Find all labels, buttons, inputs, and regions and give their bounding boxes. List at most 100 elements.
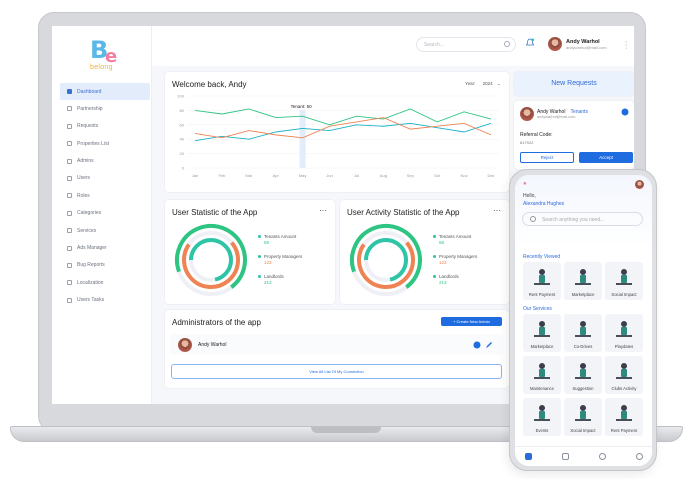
referral-value: 817922 <box>520 140 534 145</box>
chat-icon[interactable] <box>621 108 629 116</box>
service-tile[interactable]: Suggestion <box>564 356 602 394</box>
phone-header: ● Hello, Alexandra Hughes Search anythin… <box>515 175 652 247</box>
user-email: andywarhol@mail.com <box>566 44 607 50</box>
user-statistic-card: User Statistic of the App ··· Tenants Am… <box>165 200 335 304</box>
service-label: Co-Drives <box>573 344 593 349</box>
service-tile[interactable]: Co-Drives <box>564 314 602 352</box>
service-label: Playdates <box>614 344 634 349</box>
view-all-connections-button[interactable]: View All List Of My Connection <box>171 364 502 379</box>
welcome-chart-card: Welcome back, Andy Year: 2024 ⌄ 0 20 40 60 8… <box>165 72 509 192</box>
service-tile[interactable]: Maintenance <box>523 356 561 394</box>
more-options-icon[interactable]: ··· <box>319 206 327 215</box>
user-profile[interactable]: Andy Warhol andywarhol@mail.com <box>548 37 607 51</box>
nav-icon <box>67 175 72 181</box>
sidebar-item-label: Users <box>77 175 91 182</box>
logo-letter-b: B <box>90 36 109 64</box>
sidebar-item-label: Admins <box>77 158 94 165</box>
sidebar-item-users-tasks[interactable]: Users Tasks <box>60 292 150 309</box>
illustration-icon <box>572 360 594 382</box>
avatar[interactable] <box>635 180 644 189</box>
referral-label: Referral Code: <box>520 132 553 138</box>
new-requests-header: New Requests <box>514 72 634 96</box>
more-options-icon[interactable]: ··· <box>493 206 501 215</box>
service-label: Rent Payment <box>610 428 638 433</box>
search-icon <box>504 41 510 47</box>
phone-user-name: Alexandra Hughes <box>523 201 565 207</box>
nav-icon <box>67 210 72 216</box>
nav-icon <box>67 280 72 286</box>
admin-row[interactable]: Andy Warhol <box>170 334 503 355</box>
legend-label: Landlords <box>439 274 459 279</box>
search-input[interactable]: Search... <box>416 37 516 52</box>
illustration-icon <box>613 318 635 340</box>
sidebar-item-services[interactable]: Services <box>60 222 150 239</box>
sidebar-item-admins[interactable]: Admins <box>60 153 150 170</box>
sidebar-item-categories[interactable]: Categories <box>60 205 150 222</box>
user-stat-title: User Statistic of the App <box>172 208 258 217</box>
sidebar-item-label: Dashboard <box>77 88 102 95</box>
accept-button[interactable]: Accept <box>579 152 633 163</box>
phone-search-input[interactable]: Search anything you need... <box>522 212 643 226</box>
legend-value: 123 <box>439 260 447 265</box>
service-tile[interactable]: Events <box>523 398 561 436</box>
service-tile[interactable]: Marketplace <box>523 314 561 352</box>
services-icon[interactable] <box>562 453 569 460</box>
home-icon[interactable] <box>525 453 532 460</box>
sidebar-item-label: Requests <box>77 123 99 130</box>
illustration-icon <box>572 318 594 340</box>
service-tile[interactable]: Clubs Activity <box>605 356 643 394</box>
avatar <box>548 37 562 51</box>
service-tile[interactable]: Social Impact <box>564 398 602 436</box>
x-tick-label: Oct <box>434 173 441 178</box>
activity-statistic-card: User Activity Statistic of the App ··· T… <box>340 200 509 304</box>
nav-icon <box>67 141 72 147</box>
recent-tile[interactable]: Marketplace <box>564 262 602 300</box>
sidebar-item-roles[interactable]: Roles <box>60 187 150 204</box>
nav-icon <box>67 89 72 94</box>
legend-item: Tenants Amount 58 <box>433 234 471 245</box>
service-tile[interactable]: Rent Payment <box>605 398 643 436</box>
request-name-text: Andy Warhol <box>537 109 566 115</box>
sidebar-item-users[interactable]: Users <box>60 170 150 187</box>
service-tile[interactable]: Playdates <box>605 314 643 352</box>
chat-nav-icon[interactable] <box>599 453 606 460</box>
edit-icon[interactable] <box>485 341 493 349</box>
year-value: 2024 <box>482 81 493 86</box>
chat-icon[interactable] <box>473 341 481 349</box>
sidebar-item-properties-list[interactable]: Properties List <box>60 135 150 152</box>
profile-icon[interactable] <box>636 453 643 460</box>
sidebar-item-bug-reports[interactable]: Bug Reports <box>60 257 150 274</box>
year-select[interactable]: Year: 2024 ⌄ <box>465 81 501 87</box>
illustration-icon <box>613 360 635 382</box>
tooltip-value: 50 <box>307 104 313 109</box>
admin-name: Andy Warhol <box>198 341 227 348</box>
recent-label: Marketplace <box>571 292 595 297</box>
reject-button[interactable]: Reject <box>520 152 574 163</box>
sidebar-item-label: Roles <box>77 192 90 199</box>
nav-icon <box>67 245 72 251</box>
sidebar-item-localization[interactable]: Localization <box>60 274 150 291</box>
y-tick-label: 20 <box>180 151 185 156</box>
sidebar-item-label: Users Tasks <box>77 297 105 304</box>
more-menu-icon[interactable]: · · · <box>625 39 628 52</box>
request-email: andywarhol@mail.com <box>537 115 576 119</box>
legend-item: Tenants Amount 58 <box>258 234 296 245</box>
x-tick-label: Mar <box>245 173 253 178</box>
search-placeholder: Search... <box>424 42 445 48</box>
illustration-icon <box>531 318 553 340</box>
user-name: Andy Warhol <box>566 38 600 45</box>
legend-label: Landlords <box>264 274 284 279</box>
request-user: Andy Warhol Tenants andywarhol@mail.com <box>520 107 588 121</box>
sidebar-item-dashboard[interactable]: Dashboard <box>60 83 150 100</box>
sidebar-item-requests[interactable]: Requests <box>60 118 150 135</box>
create-admin-button[interactable]: + Create New Admin <box>441 317 502 326</box>
app-logo[interactable]: B e belong <box>90 36 124 72</box>
nav-icon <box>67 262 72 268</box>
recent-tile[interactable]: Social Impact <box>605 262 643 300</box>
recent-tile[interactable]: Rent Payment <box>523 262 561 300</box>
sidebar-item-partnership[interactable]: Partnership <box>60 100 150 117</box>
service-label: Marketplace <box>530 344 554 349</box>
sidebar-item-ads-manager[interactable]: Ads Manager <box>60 240 150 257</box>
user-stat-donut <box>175 224 247 296</box>
notification-bell-icon[interactable] <box>525 38 535 48</box>
